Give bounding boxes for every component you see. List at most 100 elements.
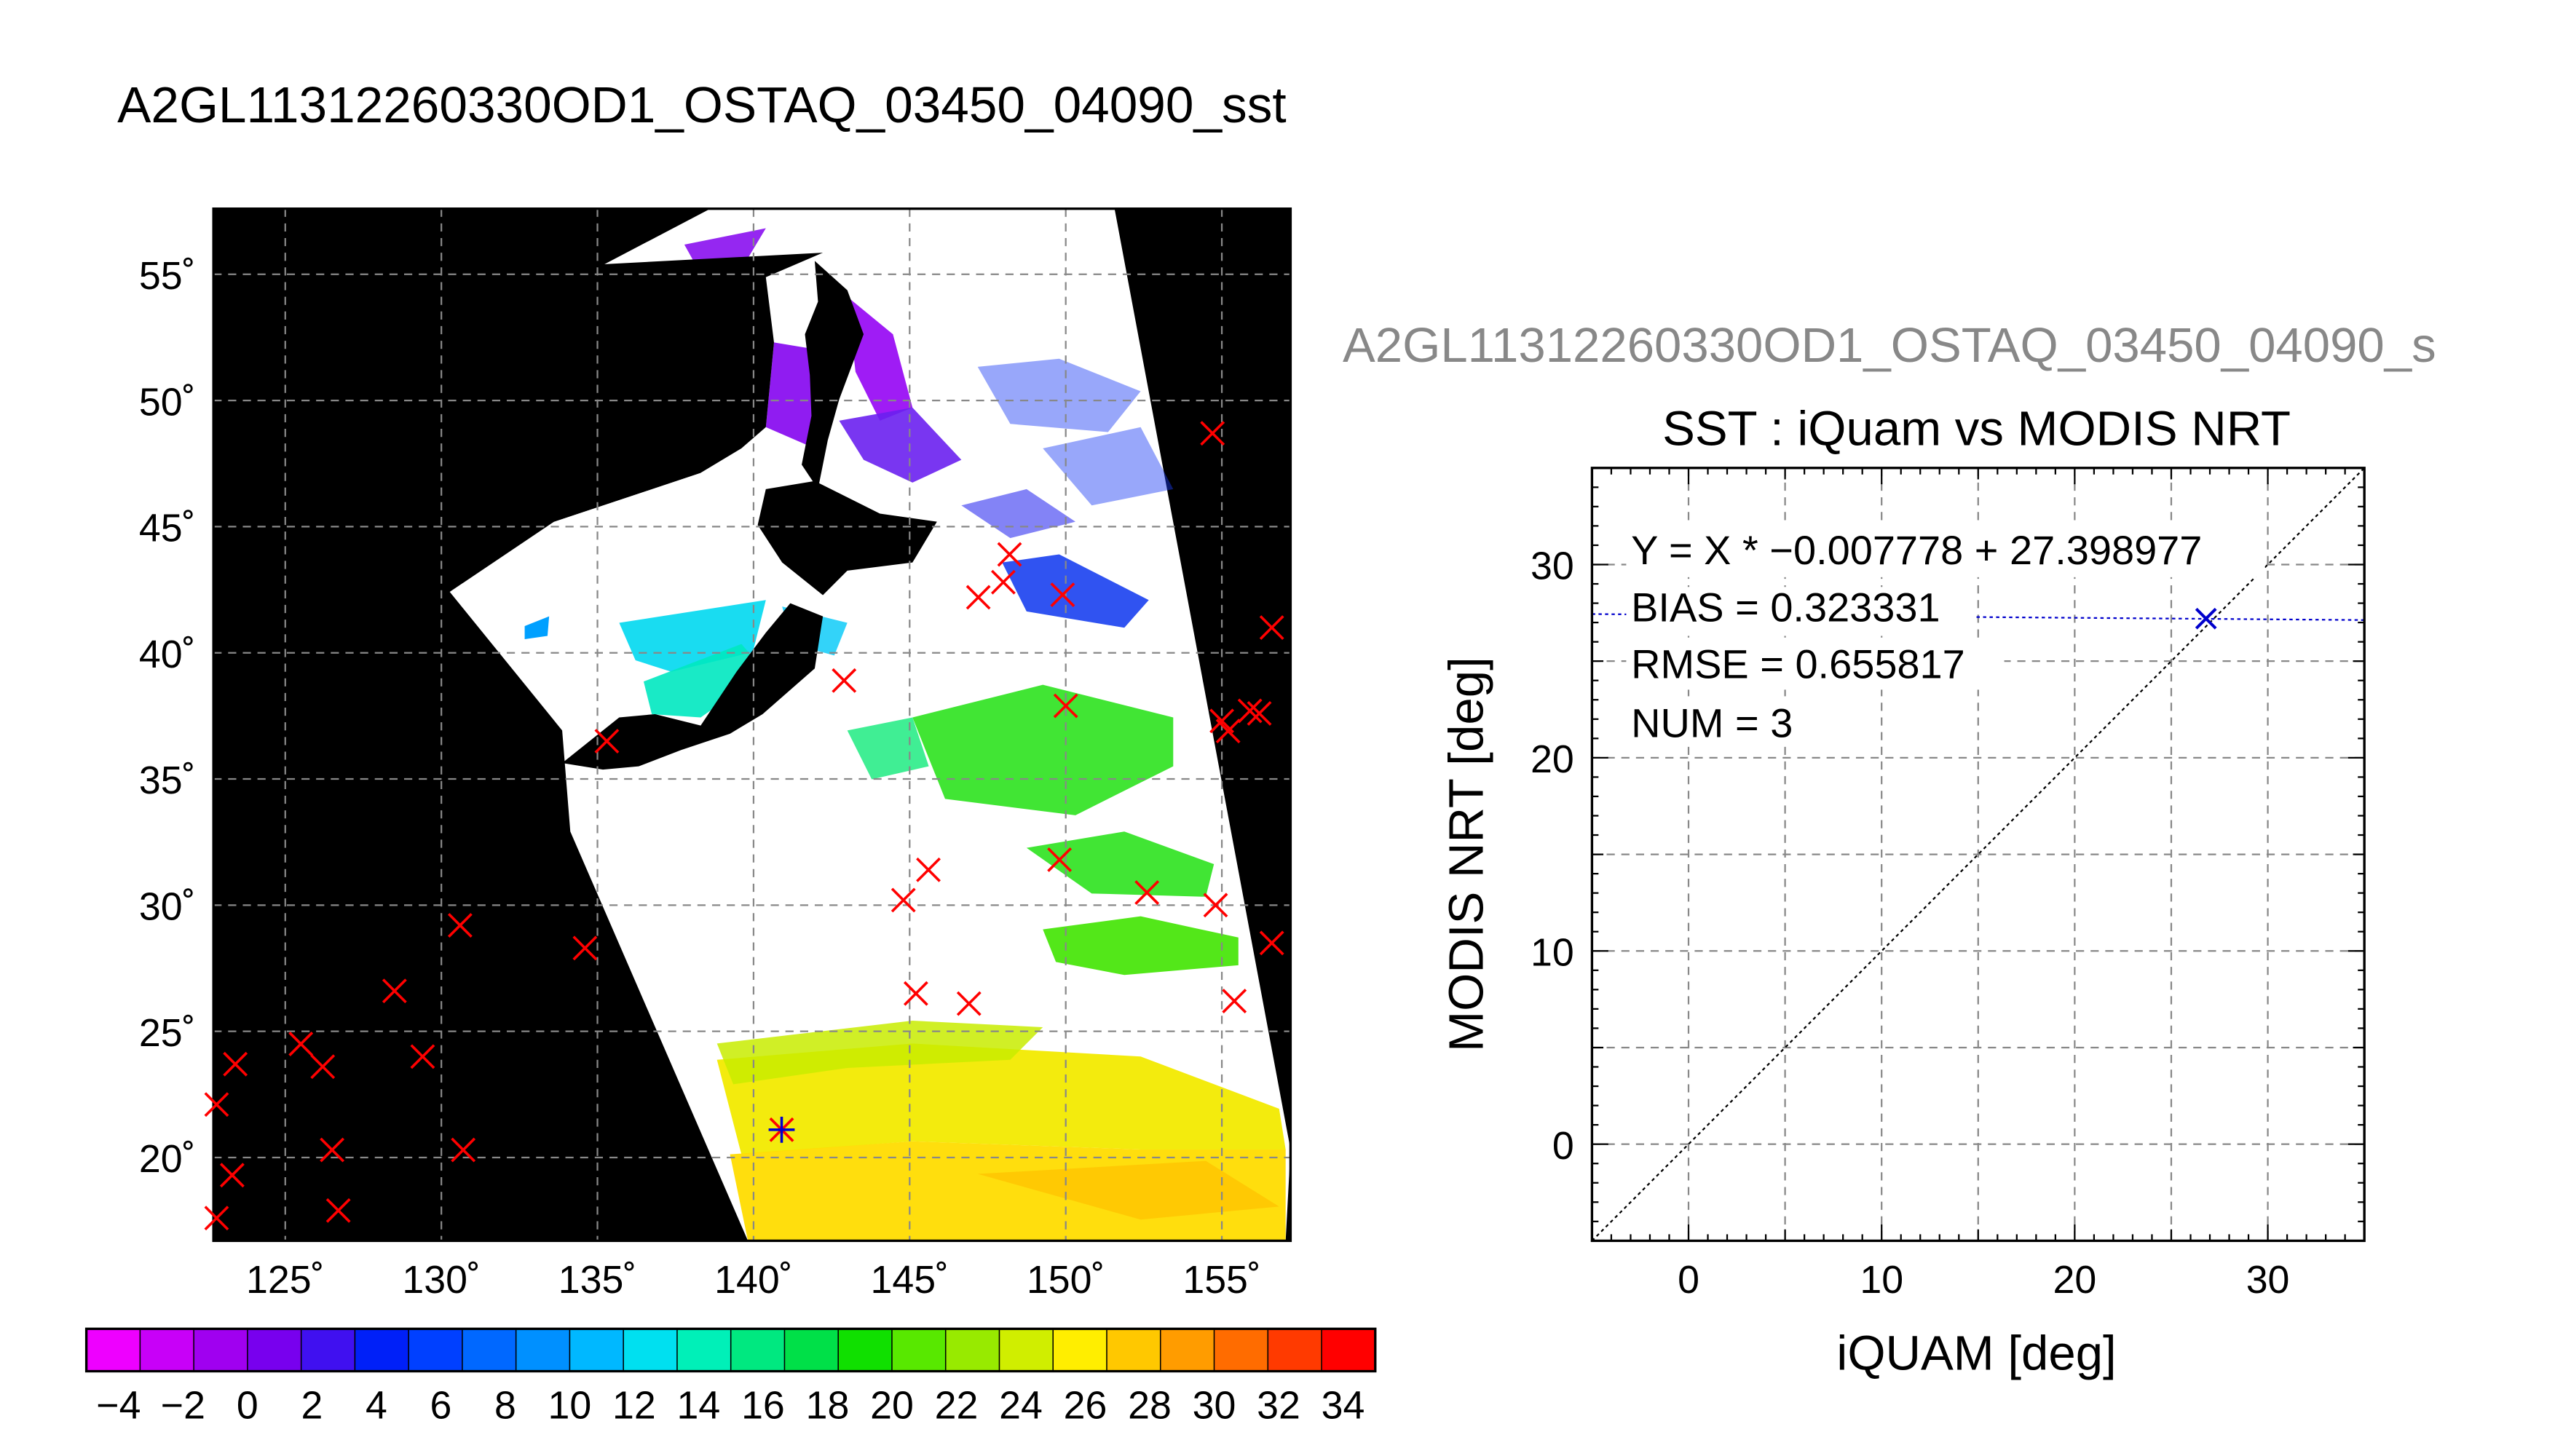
matchup-marker [965, 585, 991, 610]
colorbar-cell [730, 1329, 786, 1372]
colorbar-cell [194, 1329, 248, 1372]
matchup-marker [447, 913, 473, 938]
matchup-marker-stroke [1050, 582, 1075, 607]
stats-annotation: Y = X * −0.007778 + 27.398977 BIAS = 0.3… [1626, 521, 2265, 747]
matchup-marker-stroke [325, 1198, 351, 1223]
colorbar-cell [140, 1329, 195, 1372]
colorbar-cell [86, 1329, 141, 1372]
matchup-marker [320, 1137, 345, 1163]
matchup-marker [1259, 930, 1284, 956]
lon-tick-label: 130˚ [402, 1258, 480, 1302]
map-frame [212, 207, 1292, 1243]
matchup-marker [1222, 989, 1247, 1014]
colorbar-cell [1214, 1329, 1269, 1372]
colorbar-tick-label: 6 [430, 1383, 451, 1427]
lon-tick-label: 135˚ [558, 1258, 636, 1302]
matchup-marker-stroke [1203, 893, 1228, 918]
matchup-marker-stroke [1222, 989, 1247, 1014]
colorbar-cell [676, 1329, 732, 1372]
lon-tick-label: 145˚ [871, 1258, 949, 1302]
lat-tick-label: 25˚ [139, 1011, 196, 1055]
matchup-marker [1050, 582, 1075, 607]
matchup-marker-stroke [451, 1137, 476, 1163]
colorbar-cell [569, 1329, 625, 1372]
matchup-marker [991, 569, 1016, 595]
colorbar-tick-label: 28 [1128, 1383, 1172, 1427]
matchup-marker [997, 542, 1022, 567]
matchup-marker [325, 1198, 351, 1223]
colorbar-cell [516, 1329, 571, 1372]
scatter-y-tick-label: 30 [1531, 545, 1574, 588]
lat-tick-label: 40˚ [139, 633, 196, 676]
scatter-title: SST : iQuam vs MODIS NRT [1662, 401, 2291, 456]
latitude-labels: 55˚ 50˚ 45˚ 40˚ 35˚ 30˚ 25˚ 20˚ [139, 254, 196, 1181]
stats-bias: BIAS = 0.323331 [1631, 584, 1940, 630]
colorbar-tick-label: 30 [1193, 1383, 1236, 1427]
matchup-marker [956, 991, 982, 1016]
colorbar-tick-label: 20 [870, 1383, 914, 1427]
colorbar-cell [247, 1329, 302, 1372]
colorbar-tick-label: 12 [612, 1383, 656, 1427]
matchup-marker-stroke [1209, 708, 1235, 734]
scatter-x-tick-label: 30 [2246, 1258, 2290, 1302]
matchup-marker [1053, 693, 1078, 719]
colorbar-cell [1160, 1329, 1215, 1372]
scatter-y-tick-label: 10 [1531, 930, 1574, 974]
matchup-marker [1215, 719, 1241, 744]
selected-matchup-marker [768, 1116, 795, 1143]
scatter-points [2195, 607, 2217, 630]
colorbar-cell [1053, 1329, 1108, 1372]
colorbar-cell [408, 1329, 464, 1372]
lat-tick-label: 20˚ [139, 1137, 196, 1181]
colorbar-tick-label: 34 [1322, 1383, 1365, 1427]
colorbar: −4 −2 0 2 4 6 8 10 12 14 16 18 20 22 24 26 28 30 32 34 [84, 1327, 1377, 1427]
matchup-marker-stroke [223, 1051, 248, 1077]
scatter-subtitle: A2GL11312260330OD1_OSTAQ_03450_04090_s [1343, 318, 2436, 373]
matchup-marker-stroke [991, 569, 1016, 595]
matchup-marker [219, 1163, 245, 1188]
scatter-x-tick-label: 0 [1678, 1258, 1699, 1302]
matchup-marker-stroke [832, 668, 857, 693]
scatter-point-stroke [2195, 607, 2217, 630]
lon-tick-label: 155˚ [1182, 1258, 1260, 1302]
map-panel: 55˚ 50˚ 45˚ 40˚ 35˚ 30˚ 25˚ 20˚ 125˚ 130˚ 135˚ 140… [139, 207, 1292, 1302]
scatter-point [2195, 607, 2217, 630]
colorbar-tick-label: 14 [677, 1383, 721, 1427]
land-japan-region [449, 253, 937, 770]
matchup-marker-stroke [447, 913, 473, 938]
matchup-marker [451, 1137, 476, 1163]
colorbar-cell [301, 1329, 356, 1372]
matchup-marker [288, 1032, 314, 1056]
sst-color-regions [524, 228, 1286, 1241]
regression-line [1592, 613, 2365, 621]
colorbar-tick-label: 0 [237, 1383, 258, 1427]
matchup-marker [572, 935, 598, 961]
matchup-marker-stroke [1047, 847, 1073, 872]
matchup-marker [410, 1044, 435, 1069]
scatter-y-axis-label: MODIS NRT [deg] [1439, 657, 1493, 1052]
colorbar-cell [784, 1329, 840, 1372]
colorbar-cell [1322, 1329, 1376, 1372]
colorbar-tick-label: 32 [1257, 1383, 1300, 1427]
lat-tick-label: 50˚ [139, 380, 196, 424]
colorbar-cell [891, 1329, 947, 1372]
colorbar-tick-label: −2 [161, 1383, 205, 1427]
matchup-marker-stroke [1200, 421, 1225, 446]
scatter-panel: A2GL11312260330OD1_OSTAQ_03450_04090_s S… [1343, 318, 2436, 1380]
matchup-marker-stroke [1259, 930, 1284, 956]
colorbar-tick-label: 8 [494, 1383, 516, 1427]
colorbar-tick-label: 2 [301, 1383, 323, 1427]
colorbar-cell [999, 1329, 1054, 1372]
longitude-labels: 125˚ 130˚ 135˚ 140˚ 145˚ 150˚ 155˚ [246, 1258, 1261, 1302]
matchup-marker-stroke [997, 542, 1022, 567]
matchup-marker-stroke [1237, 698, 1263, 724]
lon-tick-label: 140˚ [714, 1258, 792, 1302]
matchup-marker-stroke [1053, 693, 1078, 719]
matchup-marker [903, 981, 928, 1006]
lon-tick-label: 125˚ [246, 1258, 324, 1302]
matchup-marker-stroke [219, 1163, 245, 1188]
lat-tick-label: 35˚ [139, 759, 196, 802]
matchup-marker [832, 668, 857, 693]
matchup-marker-stroke [572, 935, 598, 961]
matchup-marker [1047, 847, 1073, 872]
